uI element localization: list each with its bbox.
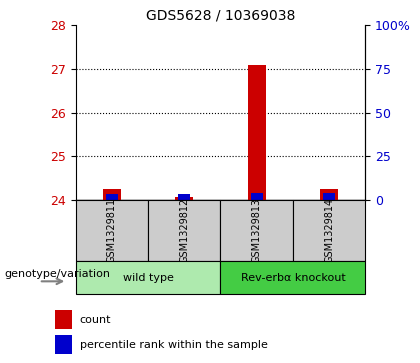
Bar <box>103 189 121 200</box>
Text: wild type: wild type <box>123 273 173 283</box>
Text: GSM1329813: GSM1329813 <box>252 198 262 263</box>
Bar <box>293 200 365 261</box>
Text: GSM1329812: GSM1329812 <box>179 198 189 263</box>
Bar <box>76 200 148 261</box>
Text: GSM1329811: GSM1329811 <box>107 198 117 263</box>
Text: Rev-erbα knockout: Rev-erbα knockout <box>241 273 345 283</box>
Bar <box>175 197 193 200</box>
Bar <box>55 335 72 354</box>
Bar <box>55 310 72 330</box>
Bar <box>251 193 262 200</box>
Bar <box>148 200 221 261</box>
Text: percentile rank within the sample: percentile rank within the sample <box>80 340 268 350</box>
Title: GDS5628 / 10369038: GDS5628 / 10369038 <box>146 9 295 23</box>
Bar <box>106 194 118 200</box>
Text: genotype/variation: genotype/variation <box>4 269 110 279</box>
Bar <box>323 193 335 200</box>
Bar <box>178 195 190 200</box>
Bar <box>220 261 365 294</box>
Bar <box>76 261 220 294</box>
Bar <box>220 200 293 261</box>
Bar <box>248 65 266 200</box>
Text: GSM1329814: GSM1329814 <box>324 198 334 263</box>
Bar <box>320 189 338 200</box>
Text: count: count <box>80 315 111 325</box>
